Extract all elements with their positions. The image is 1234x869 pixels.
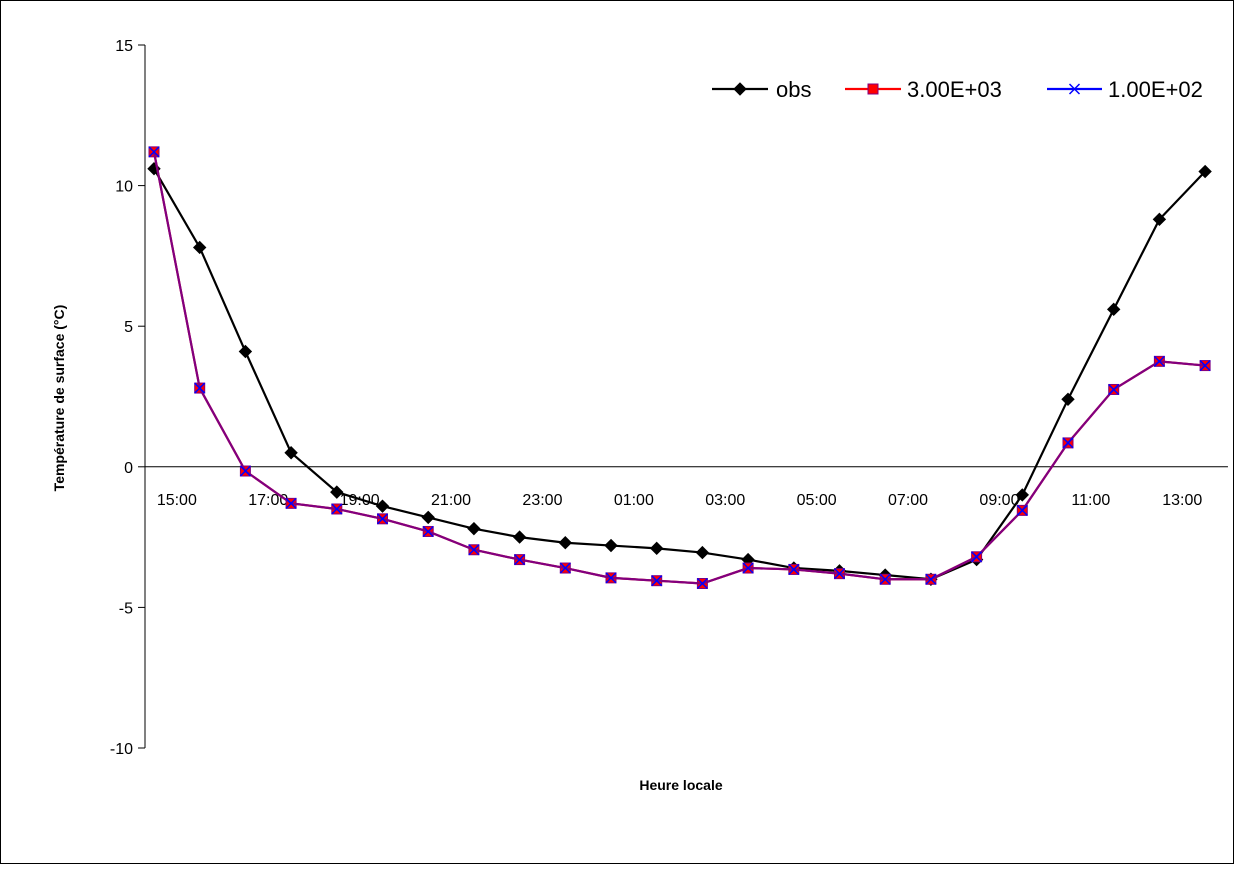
series-line [152, 151, 1206, 585]
data-point [1062, 437, 1074, 449]
legend-item: 1.00E+02 [1047, 77, 1203, 102]
x-tick-label: 05:00 [797, 492, 837, 509]
legend-marker [733, 82, 747, 96]
data-point [512, 530, 527, 544]
y-tick-label: -5 [119, 600, 133, 617]
legend-label: obs [776, 77, 811, 102]
legend-item: 3.00E+03 [845, 77, 1002, 102]
data-point [742, 562, 754, 574]
data-point [788, 563, 800, 575]
data-point [695, 545, 710, 560]
data-point [651, 575, 663, 587]
series-line [153, 168, 1206, 581]
data-point [331, 503, 343, 515]
y-tick-label: 0 [124, 460, 133, 477]
legend-label: 1.00E+02 [1108, 77, 1203, 102]
legend-label: 3.00E+03 [907, 77, 1002, 102]
legend-marker [1068, 83, 1081, 95]
x-tick-label: 17:00 [248, 492, 288, 509]
y-tick-label: 10 [115, 179, 133, 196]
data-point [467, 521, 481, 536]
data-point [925, 573, 937, 585]
data-point [1015, 488, 1030, 502]
data-point [238, 344, 253, 359]
series-3 [148, 146, 1211, 590]
data-point [1199, 360, 1211, 372]
x-tick-label: 23:00 [522, 492, 562, 509]
data-point [514, 554, 526, 566]
x-tick-label: 01:00 [614, 492, 654, 509]
data-point [649, 541, 664, 556]
y-tick-label: 5 [124, 319, 133, 336]
data-point [604, 538, 618, 553]
data-point [375, 499, 390, 513]
y-axis-label: Température de surface (°C) [51, 305, 67, 492]
y-tick-label: 15 [115, 38, 133, 55]
data-point [192, 240, 207, 255]
data-point [239, 465, 251, 477]
x-tick-label: 07:00 [888, 492, 928, 509]
legend-item: obs [712, 77, 811, 102]
data-point [605, 572, 617, 584]
data-point [422, 525, 434, 538]
data-point [833, 568, 846, 580]
x-tick-label: 11:00 [1071, 492, 1110, 509]
data-point [421, 510, 435, 525]
data-point [558, 536, 573, 550]
x-tick-label: 15:00 [157, 492, 197, 509]
data-point [1153, 355, 1165, 367]
data-point [376, 513, 389, 525]
data-point [696, 577, 708, 590]
series-group [147, 146, 1212, 590]
legend: obs 3.00E+03 1.00E+02 [712, 77, 1203, 102]
x-axis: 15:00 17:00 19:00 21:00 23:00 01:00 03:00 05:00… [145, 466, 1228, 509]
y-axis-ticks: -10 -5 0 5 10 15 [110, 38, 145, 758]
data-point [330, 485, 344, 499]
data-point [1061, 392, 1075, 407]
data-point [1198, 164, 1212, 179]
data-point [284, 446, 298, 460]
data-point [1106, 302, 1121, 317]
x-tick-label: 09:00 [979, 492, 1019, 509]
data-point [971, 551, 983, 563]
data-point [148, 146, 160, 158]
data-point [1108, 383, 1120, 396]
data-point [559, 562, 571, 574]
data-point [1152, 212, 1167, 227]
y-tick-label: -10 [110, 741, 133, 758]
data-point [194, 382, 206, 394]
x-tick-label: 03:00 [705, 492, 745, 509]
legend-marker [867, 83, 879, 95]
x-tick-label: 21:00 [431, 492, 471, 509]
x-tick-label: 13:00 [1162, 492, 1202, 509]
data-point [285, 497, 297, 509]
x-axis-label: Heure locale [639, 777, 722, 793]
data-point [879, 573, 891, 585]
data-point [1016, 504, 1028, 516]
data-point [468, 544, 480, 556]
